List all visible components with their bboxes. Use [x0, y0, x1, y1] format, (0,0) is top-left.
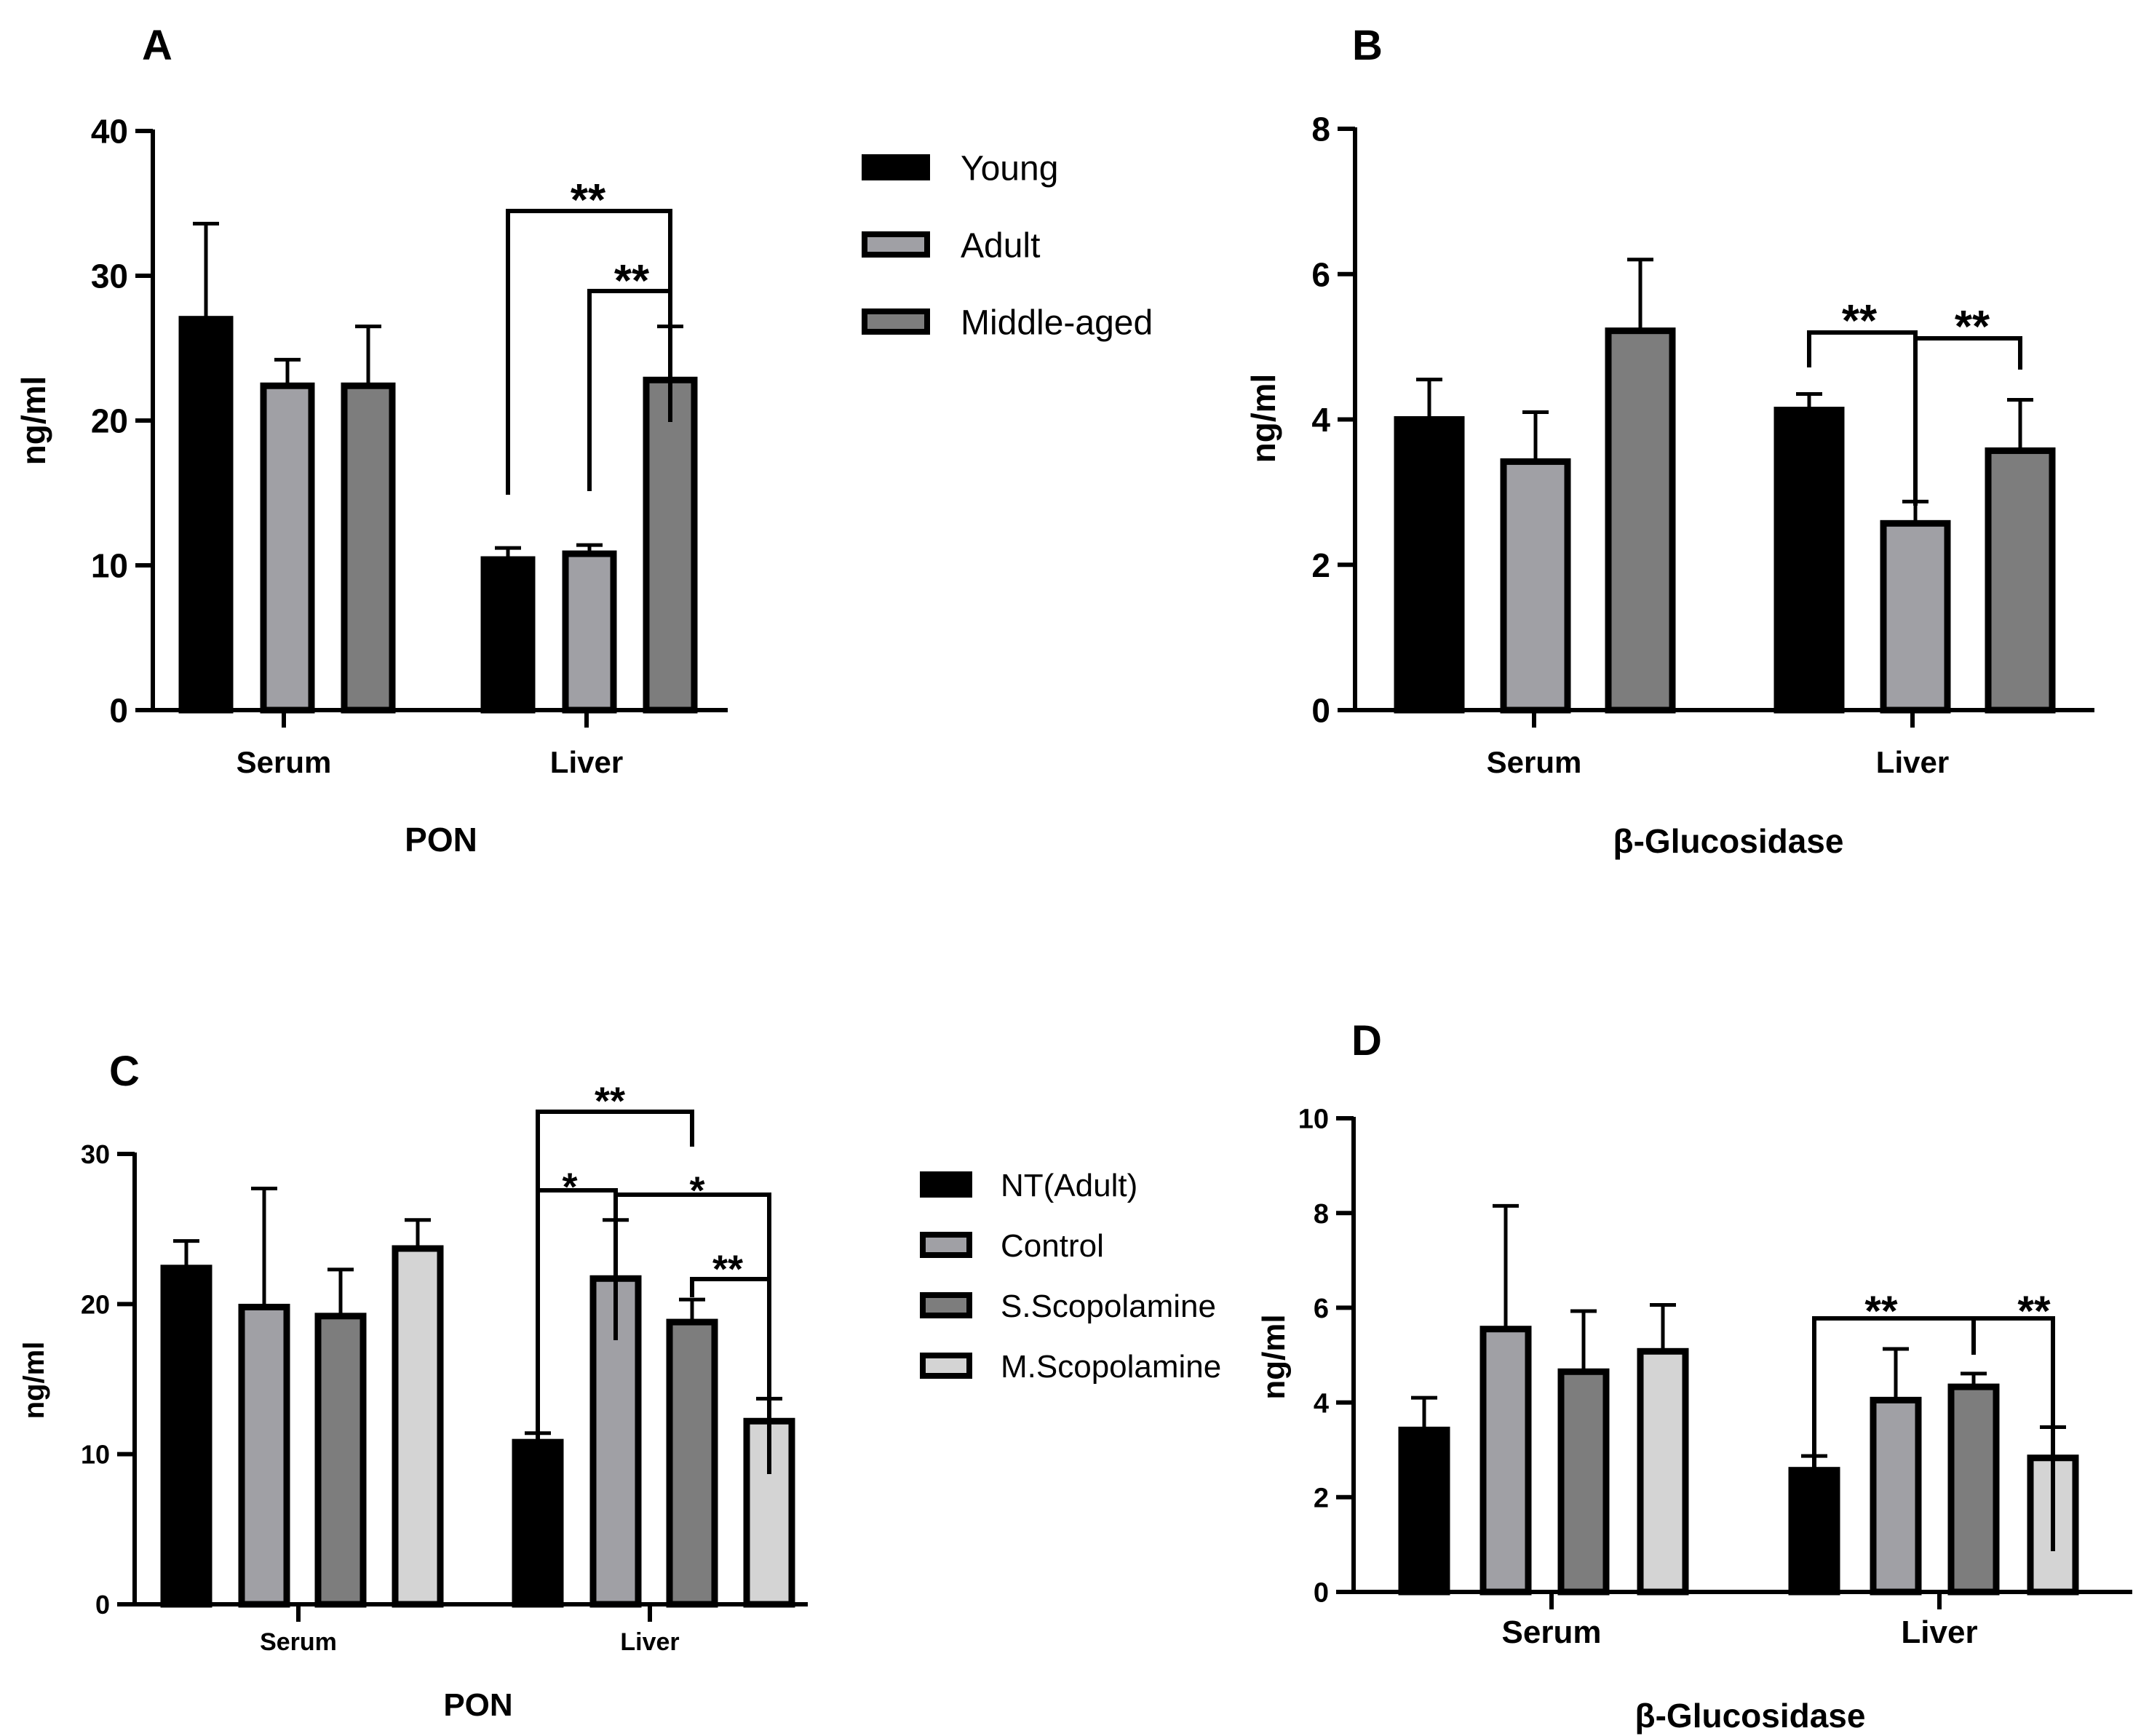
significance-label: ** [1842, 296, 1878, 346]
y-tick-label: 2 [1311, 546, 1330, 584]
legend-label: NT(Adult) [1001, 1168, 1137, 1203]
bar [238, 1303, 290, 1608]
significance-label: ** [2017, 1288, 2051, 1335]
y-tick-label: 40 [91, 113, 128, 151]
x-axis-title: β-Glucosidase [1613, 822, 1844, 860]
y-tick-label: 4 [1311, 401, 1330, 439]
legend-2: NT(Adult) Control S.Scopolamine M.Scopolami… [920, 1168, 1221, 1385]
legend-label: Control [1001, 1228, 1104, 1264]
bar [1500, 458, 1571, 714]
bar [1398, 1426, 1450, 1596]
panel-letter: D [1351, 1017, 1382, 1064]
bar [260, 382, 315, 714]
x-tick-label: Liver [620, 1628, 679, 1656]
bar [1394, 416, 1465, 714]
y-tick-label: 2 [1314, 1483, 1329, 1513]
bar [666, 1318, 718, 1608]
chart-panel-a: A 0 10 20 30 40 Serum Liver **** PON ng/ml [15, 22, 728, 859]
legend-swatch [862, 308, 930, 335]
chart-panel-d: D 0 2 4 6 8 10 Serum Liver ** ** β-Glucosidase ng/ml [1256, 1017, 2132, 1735]
panel-letter: C [109, 1048, 140, 1095]
y-axis-title: ng/ml [15, 376, 52, 466]
y-tick-label: 6 [1314, 1294, 1329, 1324]
significance-label: ** [614, 256, 650, 306]
legend-label: Adult [961, 226, 1040, 265]
x-tick-label: Serum [260, 1628, 337, 1656]
y-tick-label: 10 [81, 1440, 110, 1470]
bar [392, 1245, 444, 1608]
y-tick-label: 8 [1311, 111, 1330, 148]
x-tick-label: Liver [1901, 1614, 1977, 1650]
legend-swatch [920, 1232, 972, 1258]
chart-panel-b: B 0 2 4 6 8 Serum Liver ** ** β-Glucosidase ng/ml [1244, 22, 2094, 860]
legend-label: Middle-aged [961, 303, 1153, 342]
legend-label: Young [961, 149, 1058, 188]
y-axis-title: ng/ml [18, 1342, 50, 1420]
bar [1870, 1396, 1922, 1596]
x-tick-label: Liver [1876, 745, 1949, 779]
bar [1479, 1326, 1532, 1596]
panel-letter: A [142, 22, 172, 69]
legend-swatch [862, 231, 930, 258]
y-tick-label: 0 [95, 1590, 110, 1620]
significance-label: ** [571, 175, 606, 226]
y-tick-label: 30 [81, 1139, 110, 1169]
x-tick-label: Serum [1487, 745, 1582, 779]
bar [480, 556, 536, 714]
bar [160, 1265, 212, 1608]
significance-bracket [1971, 1316, 2055, 1551]
bar [1637, 1347, 1689, 1596]
legend-swatch [920, 1353, 972, 1379]
x-tick-label: Serum [237, 745, 332, 779]
y-tick-label: 20 [81, 1289, 110, 1319]
y-tick-label: 30 [91, 258, 128, 295]
bar [1947, 1383, 2000, 1596]
y-axis-title: ng/ml [1256, 1314, 1292, 1399]
bar [341, 382, 396, 714]
bar [562, 550, 617, 714]
significance-label: * [562, 1166, 577, 1209]
panel-letter: B [1352, 22, 1383, 69]
bar [178, 316, 234, 714]
legend-1: Young Adult Middle-aged [862, 149, 1153, 342]
y-tick-label: 10 [1298, 1104, 1329, 1135]
legend-swatch [862, 154, 930, 180]
y-tick-label: 0 [1314, 1578, 1329, 1609]
significance-label: ** [1864, 1288, 1898, 1335]
significance-label: ** [1955, 302, 1990, 352]
x-axis-title: β-Glucosidase [1635, 1697, 1866, 1735]
bar [1605, 327, 1676, 714]
bar [1773, 407, 1845, 714]
x-axis-title: PON [405, 821, 477, 859]
legend-label: M.Scopolamine [1001, 1349, 1221, 1385]
bar [1880, 519, 1951, 714]
y-tick-label: 0 [109, 692, 128, 730]
x-axis-title: PON [443, 1687, 512, 1723]
y-tick-label: 4 [1314, 1388, 1329, 1419]
legend-swatch [920, 1171, 972, 1198]
significance-bracket [587, 289, 672, 491]
bar [643, 376, 698, 714]
y-tick-label: 10 [91, 547, 128, 585]
bar [1985, 447, 2056, 714]
legend-swatch [920, 1292, 972, 1318]
significance-label: ** [712, 1248, 743, 1291]
bar [1557, 1368, 1610, 1596]
y-axis-title: ng/ml [1244, 374, 1282, 463]
significance-bracket [1913, 336, 2022, 506]
x-tick-label: Serum [1502, 1614, 1602, 1650]
bar [314, 1313, 367, 1608]
y-tick-label: 0 [1311, 692, 1330, 730]
legend-label: S.Scopolamine [1001, 1289, 1216, 1324]
y-tick-label: 6 [1311, 255, 1330, 293]
significance-label: * [689, 1169, 704, 1213]
y-tick-label: 8 [1314, 1199, 1329, 1230]
y-tick-label: 20 [91, 402, 128, 440]
significance-label: ** [595, 1080, 625, 1123]
x-tick-label: Liver [550, 745, 623, 779]
significance-bracket [690, 1277, 771, 1474]
